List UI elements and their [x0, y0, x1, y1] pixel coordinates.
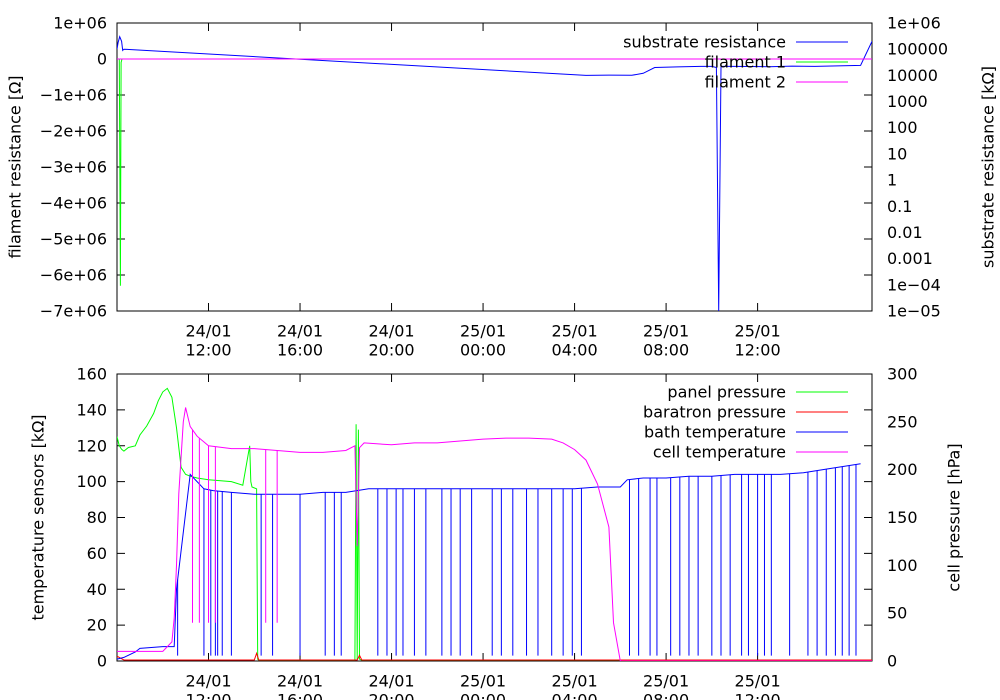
y2-tick-label: 1e−05: [887, 302, 941, 321]
y-tick-label: −2e+06: [40, 122, 107, 141]
y-tick-label: 20: [87, 616, 107, 635]
x-tick-time-label: 04:00: [552, 341, 598, 360]
y2-tick-label: 100000: [887, 40, 948, 59]
x-tick-time-label: 20:00: [368, 341, 414, 360]
y2-tick-label: 1e+06: [887, 14, 941, 33]
y-tick-label: −3e+06: [40, 158, 107, 177]
x-tick-time-label: 00:00: [460, 341, 506, 360]
y2-tick-label: 1: [887, 171, 897, 190]
y-axis-label: temperature sensors [kΩ]: [29, 414, 48, 620]
y-tick-label: 40: [87, 580, 107, 599]
y2-tick-label: 250: [887, 412, 918, 431]
x-tick-date-label: 25/01: [552, 672, 598, 691]
chart-filament-resistance: 1e+06 0 −1e+06 −2e+06 −3e+06 −4e+06 −5e+06 −6e+…: [6, 14, 998, 360]
y-tick-label: 1e+06: [53, 14, 107, 33]
plot-area: [117, 387, 872, 661]
legend-label: cell temperature: [653, 443, 786, 462]
y-axis-label: filament resistance [Ω]: [6, 75, 25, 258]
x-tick-date-label: 25/01: [643, 672, 689, 691]
y-tick-label: 60: [87, 544, 107, 563]
series-line-baratron-pressure: [117, 651, 872, 661]
y2-tick-label: 50: [887, 604, 907, 623]
y-tick-label: 100: [76, 472, 107, 491]
y-tick-label: 160: [76, 365, 107, 384]
y2-tick-label: 150: [887, 508, 918, 527]
x-tick-time-label: 20:00: [368, 691, 414, 700]
y2-tick-label: 0.001: [887, 249, 933, 268]
x-tick-date-label: 25/01: [460, 672, 506, 691]
x-tick-time-label: 12:00: [185, 341, 231, 360]
y2-tick-label: 100: [887, 556, 918, 575]
y-tick-label: 140: [76, 400, 107, 419]
legend-label: bath temperature: [644, 423, 786, 442]
x-tick-date-label: 25/01: [460, 322, 506, 341]
x-tick-date-label: 24/01: [277, 322, 323, 341]
legend-label: panel pressure: [667, 383, 786, 402]
x-tick-date-label: 25/01: [735, 322, 781, 341]
x-tick-time-label: 12:00: [735, 691, 781, 700]
x-tick-time-label: 16:00: [277, 341, 323, 360]
y-tick-label: −7e+06: [40, 302, 107, 321]
x-tick-date-label: 24/01: [368, 672, 414, 691]
y-tick-label: 0: [97, 652, 107, 671]
series-line-panel-pressure: [117, 387, 872, 661]
chart-temperature-sensors: 0 20 40 60 80 100 120 140 160 0 50 100 150 200 250 300 2…: [29, 365, 964, 700]
y-tick-label: 0: [97, 50, 107, 69]
legend-label: baratron pressure: [643, 403, 786, 422]
y2-axis-label: substrate resistance [kΩ]: [979, 66, 998, 268]
series-line-cell-temperature: [117, 407, 872, 661]
series-line-bath-temperature: [117, 463, 861, 660]
x-tick-date-label: 25/01: [552, 322, 598, 341]
y2-tick-label: 200: [887, 460, 918, 479]
legend-label: substrate resistance: [623, 33, 786, 52]
series-line-substrate-resistance: [117, 35, 872, 311]
y-tick-label: −5e+06: [40, 230, 107, 249]
y2-tick-label: 300: [887, 365, 918, 384]
y2-tick-label: 0.1: [887, 197, 912, 216]
x-tick-time-label: 12:00: [735, 341, 781, 360]
x-tick-date-label: 24/01: [368, 322, 414, 341]
x-tick-time-label: 08:00: [643, 691, 689, 700]
x-tick-time-label: 00:00: [460, 691, 506, 700]
y2-tick-label: 10000: [887, 66, 938, 85]
plot-area: [117, 35, 872, 311]
x-tick-time-label: 08:00: [643, 341, 689, 360]
y-tick-label: −1e+06: [40, 86, 107, 105]
x-tick-time-label: 16:00: [277, 691, 323, 700]
y2-tick-label: 100: [887, 118, 918, 137]
x-tick-date-label: 25/01: [735, 672, 781, 691]
y-tick-label: 80: [87, 508, 107, 527]
y2-tick-label: 1e−04: [887, 275, 941, 294]
y2-tick-label: 0.01: [887, 223, 923, 242]
legend-label: filament 1: [705, 53, 786, 72]
legend-label: filament 2: [705, 73, 786, 92]
y-tick-label: 120: [76, 436, 107, 455]
y2-tick-label: 1000: [887, 92, 928, 111]
series-line-filament-1: [117, 58, 872, 286]
x-tick-time-label: 04:00: [552, 691, 598, 700]
y2-axis-label: cell pressure [hPa]: [945, 443, 964, 591]
x-tick-date-label: 24/01: [185, 322, 231, 341]
y2-tick-label: 10: [887, 144, 907, 163]
y-tick-label: −4e+06: [40, 194, 107, 213]
y2-tick-label: 0: [887, 652, 897, 671]
x-tick-time-label: 12:00: [185, 691, 231, 700]
y-tick-label: −6e+06: [40, 266, 107, 285]
x-tick-date-label: 25/01: [643, 322, 689, 341]
x-tick-date-label: 24/01: [185, 672, 231, 691]
x-tick-date-label: 24/01: [277, 672, 323, 691]
